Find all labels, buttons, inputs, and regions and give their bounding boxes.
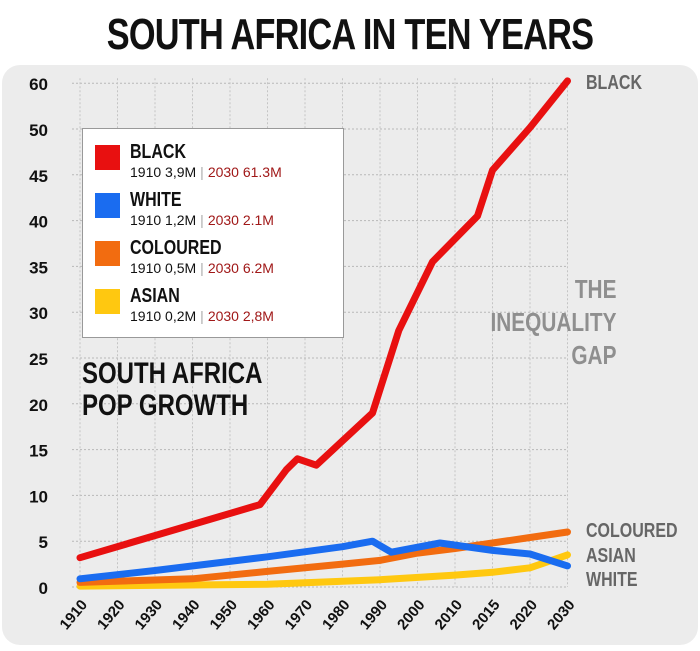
y-tick-label: 20: [29, 396, 48, 415]
legend-label: ASIAN: [130, 285, 180, 307]
value-2030: 2030 2,8M: [207, 308, 274, 324]
x-tick-label: 2015: [469, 597, 503, 633]
value-2030: 2030 2.1M: [207, 212, 274, 228]
legend-values: 1910 1,2M | 2030 2.1M: [130, 212, 274, 228]
x-tick-label: 1950: [207, 597, 241, 633]
value-2030: 2030 6.2M: [207, 260, 274, 276]
legend-values: 1910 0,2M | 2030 2,8M: [130, 308, 274, 324]
x-tick-label: 1910: [57, 597, 91, 633]
x-tick-label: 1980: [319, 597, 353, 633]
legend-swatch: [95, 289, 120, 314]
value-2030: 2030 61.3M: [207, 164, 282, 180]
y-tick-label: 30: [29, 304, 48, 323]
legend-label: COLOURED: [130, 237, 222, 259]
value-1910: 1910 1,2M: [130, 212, 197, 228]
x-tick-label: 2010: [432, 597, 466, 633]
legend-swatch: [95, 241, 120, 266]
series-line-black: [76, 77, 571, 562]
chart-subtitle: SOUTH AFRICA POP GROWTH: [82, 357, 262, 422]
annotation-line: THE: [574, 274, 616, 304]
y-tick-label: 15: [29, 442, 48, 461]
x-tick-label: 1970: [282, 597, 316, 633]
x-tick-label: 1940: [169, 597, 203, 633]
legend-swatch: [95, 193, 120, 218]
value-1910: 1910 0,5M: [130, 260, 197, 276]
x-tick-label: 1990: [357, 597, 391, 633]
y-tick-label: 40: [29, 213, 48, 232]
value-1910: 1910 0,2M: [130, 308, 197, 324]
end-label-white: WHITE: [586, 569, 638, 591]
end-label-asian: ASIAN: [586, 545, 636, 567]
series-line-asian: [76, 551, 571, 590]
y-tick-label: 60: [29, 75, 48, 94]
end-label-black: BLACK: [586, 72, 642, 94]
x-tick-label: 1930: [132, 597, 166, 633]
chart-title: SOUTH AFRICA IN TEN YEARS: [106, 10, 594, 59]
y-tick-label: 0: [39, 579, 48, 598]
y-tick-label: 45: [29, 167, 48, 186]
x-tick-label: 2030: [544, 597, 578, 633]
end-label-coloured: COLOURED: [586, 520, 678, 542]
annotation-line: INEQUALITY: [490, 307, 616, 337]
y-tick-label: 25: [29, 350, 48, 369]
annotation-line: GAP: [570, 340, 616, 370]
value-1910: 1910 3,9M: [130, 164, 197, 180]
legend-swatch: [95, 145, 120, 170]
series-line-white: [76, 537, 571, 583]
x-tick-label: 2020: [507, 597, 541, 633]
legend-values: 1910 3,9M | 2030 61.3M: [130, 164, 282, 180]
series-line-coloured: [76, 528, 571, 586]
y-tick-label: 35: [29, 258, 48, 277]
y-tick-label: 50: [29, 121, 48, 140]
y-tick-label: 10: [29, 487, 48, 506]
legend-values: 1910 0,5M | 2030 6.2M: [130, 260, 274, 276]
inequality-annotation: THE INEQUALITY GAP: [490, 273, 616, 372]
x-tick-label: 1960: [244, 597, 278, 633]
legend-label: BLACK: [130, 141, 186, 163]
y-tick-label: 5: [39, 533, 48, 552]
x-tick-label: 2000: [394, 597, 428, 633]
legend: BLACK 1910 3,9M | 2030 61.3M WHITE 1910 1,…: [82, 128, 344, 338]
x-tick-label: 1920: [94, 597, 128, 633]
legend-label: WHITE: [130, 189, 182, 211]
